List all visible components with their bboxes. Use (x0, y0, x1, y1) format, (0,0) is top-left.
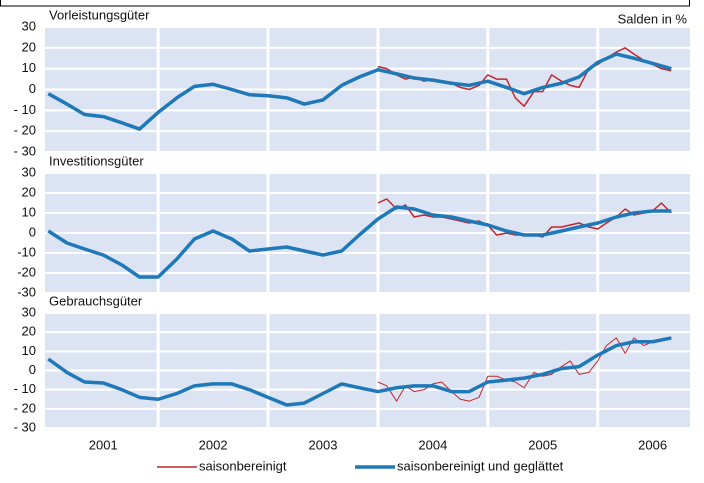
frame (0, 0, 690, 7)
y-tick-label: 20 (22, 324, 36, 339)
x-tick-label: 2006 (638, 437, 667, 452)
y-tick-label: 10 (22, 343, 36, 358)
y-tick-label: - 10 (14, 381, 36, 396)
x-tick-label: 2005 (528, 437, 557, 452)
x-tick-label: 2003 (309, 437, 338, 452)
series-line (47, 205, 672, 279)
y-tick-label: - 20 (14, 400, 36, 415)
x-tick-label: 2001 (89, 437, 118, 452)
panel-title: Gebrauchsgüter (49, 293, 143, 308)
y-tick-label: 0 (29, 362, 36, 377)
y-tick-label: -20 (17, 264, 36, 279)
y-tick-label: -30 (17, 284, 36, 299)
y-tick-label: 20 (22, 39, 36, 54)
legend-label: saisonbereinigt und geglättet (397, 458, 564, 473)
y-tick-label: - 30 (14, 419, 36, 434)
y-tick-label: 30 (22, 18, 36, 33)
series-line (47, 336, 672, 407)
annotation: Salden in % (618, 11, 688, 26)
y-tick-label: 0 (29, 81, 36, 96)
y-tick-label: 20 (22, 184, 36, 199)
series-line (377, 337, 672, 402)
panel-title: Investitionsgüter (49, 153, 144, 168)
y-tick-label: -10 (17, 244, 36, 259)
y-tick-label: 10 (22, 60, 36, 75)
y-tick-label: 30 (22, 304, 36, 319)
y-tick-label: 30 (22, 164, 36, 179)
y-tick-label: - 30 (14, 143, 36, 158)
y-tick-label: 0 (29, 224, 36, 239)
x-tick-label: 2004 (418, 437, 447, 452)
legend-label: saisonbereinigt (199, 458, 287, 473)
y-tick-label: - 10 (14, 102, 36, 117)
y-tick-label: 10 (22, 204, 36, 219)
panel-title: Vorleistungsgüter (49, 7, 150, 22)
x-tick-label: 2002 (199, 437, 228, 452)
y-tick-label: - 20 (14, 123, 36, 138)
series-line (47, 52, 672, 131)
